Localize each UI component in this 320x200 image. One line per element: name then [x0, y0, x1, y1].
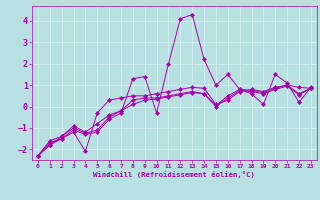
X-axis label: Windchill (Refroidissement éolien,°C): Windchill (Refroidissement éolien,°C) — [93, 171, 255, 178]
